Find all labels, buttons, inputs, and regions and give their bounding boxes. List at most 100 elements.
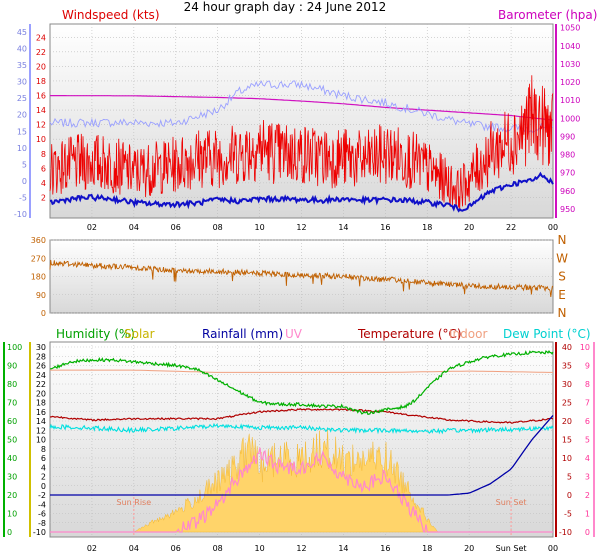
barometer-axis-label: Barometer (hpa) [498,8,597,22]
baro-tick-label: 990 [560,132,575,141]
wind-tick-label: 4 [41,179,46,188]
wind-outer-tick-label: 20 [17,111,27,120]
wind-secondary-line [49,80,554,134]
temperature-right-tick-label: 15 [562,436,572,445]
windspeed-line [49,75,554,211]
temperature-right-tick-label: 0 [567,491,572,500]
wind-tick-label: 8 [41,150,46,159]
humidity-tick-label: 20 [7,491,17,500]
env-x-tick: 02 [87,544,97,553]
wind-x-tick: 16 [380,223,390,232]
uv-tick-label: 2 [585,491,590,500]
temperature-tick-label: 24 [36,371,46,380]
wind-tick-label: 18 [36,77,46,86]
wind-tick-label: 16 [36,92,46,101]
temperature-tick-label: 22 [36,380,46,389]
temperature-tick-label: 2 [41,473,46,482]
uv-tick-label: 10 [580,343,590,352]
wind-x-tick: 22 [506,223,516,232]
wind-outer-tick-label: 40 [17,45,27,54]
humidity-tick-label: 90 [7,362,17,371]
wind-outer-tick-label: 10 [17,144,27,153]
wind-x-tick: 04 [129,223,139,232]
uv-tick-label: 4 [585,454,590,463]
uv-tick-label: 1 [585,510,590,519]
baro-tick-label: 1040 [560,42,580,51]
temperature-tick-label: 14 [36,417,46,426]
env-x-tick: 20 [464,544,474,553]
chart-title: 24 hour graph day : 24 June 2012 [184,0,387,14]
env-x-tick: 10 [254,544,264,553]
humidity-tick-label: 0 [7,528,12,537]
baro-tick-label: 970 [560,169,575,178]
temperature-right-tick-label: 40 [562,343,572,352]
temperature-right-tick-label: 5 [567,473,572,482]
baro-tick-label: 960 [560,187,575,196]
humidity-legend: Humidity (%) [56,327,135,341]
temperature-tick-label: 6 [41,454,46,463]
humidity-line [50,349,554,415]
humidity-tick-label: 30 [7,473,17,482]
baro-tick-label: 1000 [560,114,580,123]
wind-outer-tick-label: -10 [14,210,27,219]
direction-compass-label: W [556,251,568,265]
env-x-tick: 08 [213,544,223,553]
wind-outer-tick-label: -5 [19,193,27,202]
wind-x-tick: 14 [338,223,348,232]
temperature-right-tick-label: 20 [562,417,572,426]
env-x-tick: 18 [422,544,432,553]
temperature-right-tick-label: 10 [562,454,572,463]
indoor-line [50,369,553,373]
env-x-tick: 12 [296,544,306,553]
temperature-tick-label: -2 [38,491,46,500]
wind-tick-label: 10 [36,135,46,144]
wind-outer-tick-label: 30 [17,78,27,87]
temperature-right-tick-label: -10 [559,528,572,537]
temperature-right-tick-label: 30 [562,380,572,389]
uv-tick-label: 6 [585,417,590,426]
temperature-tick-label: 10 [36,436,46,445]
env-x-tick: 14 [338,544,348,553]
rainfall-legend: Rainfall (mm) [202,327,283,341]
uv-tick-label: 8 [585,380,590,389]
humidity-tick-label: 60 [7,417,17,426]
direction-compass-label: N [558,233,567,247]
wind-tick-label: 14 [36,106,46,115]
wind-tick-label: 12 [36,121,46,130]
temperature-tick-label: -4 [38,500,46,509]
temperature-tick-label: 20 [36,389,46,398]
temperature-tick-label: 28 [36,352,46,361]
temperature-tick-label: 16 [36,408,46,417]
wind-outer-tick-label: 5 [22,160,27,169]
wind-direction-line [49,259,554,297]
wind-x-tick: 06 [171,223,181,232]
env-x-tick: 16 [380,544,390,553]
uv-line [50,447,553,533]
solar-legend: Solar [124,327,155,341]
baro-tick-label: 1020 [560,78,580,87]
baro-tick-label: 980 [560,151,575,160]
wind-average-line [49,171,554,213]
wind-tick-label: 6 [41,164,46,173]
uv-tick-label: 5 [585,436,590,445]
direction-tick-label: 180 [31,273,46,282]
wind-outer-tick-label: 15 [17,127,27,136]
temperature-tick-label: 18 [36,399,46,408]
direction-tick-label: 270 [31,254,46,263]
wind-tick-label: 22 [36,48,46,57]
wind-tick-label: 24 [36,33,46,42]
dewpoint-line [49,422,554,435]
temperature-tick-label: -10 [33,528,46,537]
uv-tick-label: 7 [585,399,590,408]
temperature-legend: Temperature (°C) [357,327,462,341]
direction-compass-label: N [558,306,567,320]
env-x-tick: 04 [129,544,139,553]
temperature-tick-label: 4 [41,463,46,472]
direction-compass-label: S [558,270,566,284]
temperature-right-tick-label: 25 [562,399,572,408]
humidity-tick-label: 70 [7,399,17,408]
uv-tick-label: 0 [585,528,590,537]
wind-x-tick: 10 [254,223,264,232]
uv-legend: UV [285,327,303,341]
